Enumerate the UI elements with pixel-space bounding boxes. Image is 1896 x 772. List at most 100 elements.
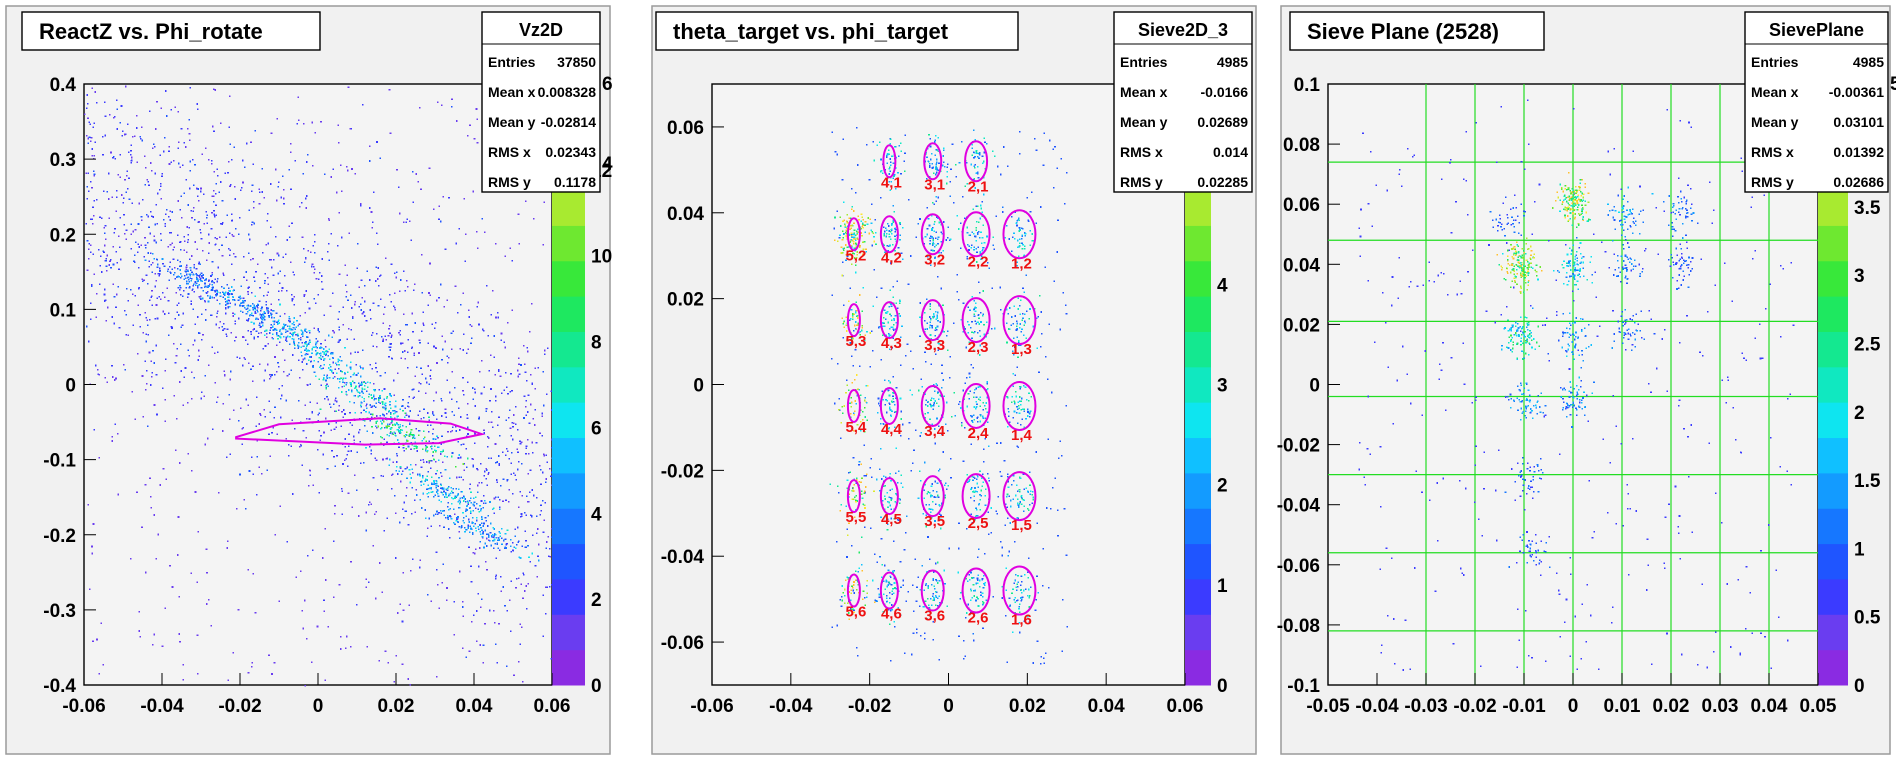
data-point (189, 277, 192, 280)
data-point (344, 264, 346, 266)
data-point (357, 515, 360, 517)
data-point (852, 243, 855, 245)
data-point (197, 672, 199, 675)
data-point (459, 348, 461, 350)
data-point (284, 324, 286, 326)
data-point (391, 420, 393, 422)
data-point (128, 198, 131, 201)
data-point (112, 283, 115, 286)
data-point (177, 200, 179, 202)
data-point (263, 196, 266, 199)
data-point (363, 311, 365, 313)
data-point (873, 159, 875, 162)
data-point (525, 585, 527, 587)
data-point (253, 336, 255, 338)
y-tick-label: -0.3 (43, 601, 76, 622)
data-point (886, 399, 889, 402)
data-point (1034, 138, 1036, 140)
data-point (1048, 586, 1050, 589)
data-point (517, 526, 519, 529)
data-point (543, 453, 545, 455)
data-point (491, 536, 493, 538)
data-point (476, 484, 479, 487)
x-tick-label: 0.02 (378, 696, 415, 717)
data-point (971, 154, 973, 156)
data-point (427, 487, 430, 490)
data-point (977, 386, 979, 388)
data-point (469, 507, 471, 510)
data-point (978, 152, 981, 155)
data-point (230, 370, 232, 373)
data-point (408, 468, 411, 471)
data-point (938, 343, 941, 345)
data-point (937, 343, 940, 345)
data-point (1038, 294, 1041, 297)
data-point (217, 277, 219, 280)
data-point (977, 416, 979, 419)
data-point (430, 600, 432, 602)
data-point (534, 565, 537, 567)
data-point (167, 268, 170, 270)
data-point (158, 275, 160, 277)
data-point (854, 239, 857, 241)
data-point (381, 591, 384, 594)
data-point (470, 342, 472, 345)
data-point (966, 231, 969, 234)
data-point (338, 359, 341, 361)
data-point (335, 400, 338, 403)
data-point (510, 373, 512, 375)
data-point (446, 516, 449, 519)
data-point (309, 401, 312, 404)
data-point (1021, 242, 1023, 244)
data-point (338, 328, 340, 331)
data-point (304, 261, 306, 263)
data-point (263, 318, 266, 321)
data-point (326, 396, 328, 398)
data-point (143, 256, 145, 258)
data-point (506, 478, 509, 481)
data-point (439, 471, 442, 474)
data-point (277, 299, 280, 301)
data-point (305, 437, 308, 439)
data-point (211, 296, 214, 299)
data-point (223, 374, 226, 376)
data-point (982, 290, 984, 292)
data-point (460, 491, 463, 493)
data-point (302, 345, 304, 347)
data-point (413, 445, 416, 448)
data-point (929, 242, 931, 245)
data-point (299, 338, 302, 341)
data-point (337, 318, 339, 321)
data-point (541, 471, 544, 474)
data-point (369, 309, 371, 311)
data-point (285, 438, 287, 440)
data-point (179, 381, 181, 383)
data-point (250, 314, 253, 316)
data-point (311, 121, 313, 124)
data-point (890, 517, 893, 520)
data-point (1017, 218, 1019, 221)
data-point (474, 552, 476, 555)
data-point (871, 244, 873, 247)
data-point (320, 435, 322, 437)
data-point (293, 317, 295, 319)
data-point (381, 423, 383, 425)
data-point (177, 259, 179, 262)
data-point (887, 245, 890, 247)
data-point (472, 464, 475, 466)
data-point (377, 304, 380, 307)
data-point (1015, 390, 1017, 393)
data-point (206, 214, 209, 216)
data-point (480, 516, 483, 518)
data-point (467, 402, 469, 405)
data-point (164, 370, 167, 372)
data-point (234, 198, 237, 200)
data-point (196, 103, 198, 105)
data-point (890, 326, 892, 329)
data-point (180, 343, 182, 346)
data-point (413, 352, 415, 354)
data-point (207, 294, 209, 297)
data-point (876, 411, 879, 414)
data-point (399, 430, 401, 432)
data-point (398, 186, 400, 189)
